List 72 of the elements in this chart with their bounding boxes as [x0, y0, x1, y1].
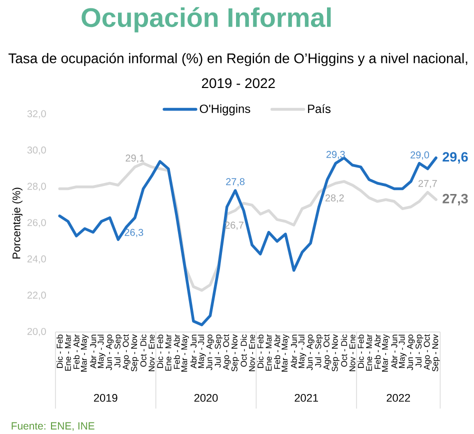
y-tick-label: 26,0	[27, 218, 46, 228]
x-tick-label: Oct - Dic	[140, 334, 146, 366]
x-tick-label: Jun - Ago	[206, 334, 214, 370]
text: 2020	[194, 394, 218, 402]
x-tick-label: Ene - Mar	[65, 334, 71, 370]
data-label: 28,2	[325, 194, 344, 202]
x-tick-label: Jul - Sep	[114, 334, 122, 368]
y-tick-label: 30,0	[27, 146, 46, 155]
x-tick-label: Abr - Jun	[290, 334, 297, 368]
x-tick-label: Ene - Mar	[366, 334, 372, 370]
x-tick-label: Ene - Mar	[165, 334, 172, 370]
x-tick-label: Dic - Feb	[257, 334, 264, 368]
legend-label: O'Higgins	[200, 104, 250, 116]
y-axis-title: Porcentaje (%)	[12, 188, 22, 258]
data-label: 29,6	[442, 152, 468, 164]
y-tick-label: 22,0	[27, 291, 46, 300]
x-tick-label: Ene - Mar	[266, 334, 272, 370]
data-label: 27,8	[226, 178, 245, 186]
source-note: Fuente: ENE, INE	[12, 422, 94, 431]
chart-subtitle: Tasa de ocupación informal (%) en Región de O’Higgins y a nivel nacional, 2019 - 2022	[8, 52, 468, 88]
x-tick-label: Ago - Oct	[323, 334, 332, 370]
x-tick-label: Jul - Sep	[214, 334, 222, 368]
x-tick-label: Ago - Oct	[122, 334, 130, 370]
legend-label: País	[308, 104, 331, 113]
x-tick-label: Sep - Nov	[432, 334, 440, 372]
x-tick-label: Abr - Jun	[391, 334, 398, 368]
x-tick-label: Abr - Jun	[90, 334, 96, 368]
x-tick-label: Sep - Nov	[231, 334, 240, 372]
chart-title: Ocupación Informal	[82, 6, 331, 32]
text: 2019	[94, 394, 118, 402]
x-tick-label: Dic - Feb	[358, 334, 364, 368]
x-tick-label: May - Jul	[198, 334, 206, 368]
text: 2021	[294, 394, 318, 402]
data-label: 29,3	[326, 150, 345, 159]
data-label: 29,0	[410, 151, 430, 160]
x-tick-label: May - Jul	[398, 334, 406, 368]
x-tick-label: Nov - Ene	[249, 334, 255, 371]
x-tick-label: Jun - Ago	[106, 334, 114, 370]
y-tick-label: 28,0	[27, 182, 46, 191]
x-tick-label: Ago - Oct	[223, 334, 231, 370]
x-tick-label: Mar - May	[282, 334, 290, 372]
data-label: 27,3	[442, 194, 468, 206]
x-tick-label: Jul - Sep	[314, 334, 323, 368]
x-tick-label: Nov - Ene	[349, 334, 356, 371]
x-tick-label: Mar - May	[382, 334, 390, 372]
x-tick-label: Dic - Feb	[56, 334, 63, 368]
data-label: 29,1	[126, 154, 144, 163]
x-tick-label: Dic - Feb	[156, 334, 164, 368]
x-tick-label: Feb - Abr	[374, 334, 381, 369]
x-tick-label: Jul - Sep	[415, 334, 424, 368]
data-label: 26,3	[124, 228, 144, 237]
x-tick-label: Feb - Abr	[174, 334, 180, 369]
x-tick-label: Sep - Nov	[131, 334, 139, 372]
x-tick-label: Feb - Abr	[73, 334, 80, 369]
x-tick-label: Oct - Dic	[240, 334, 247, 366]
data-label: 27,7	[418, 180, 437, 188]
y-tick-label: 20,0	[27, 328, 46, 336]
y-tick-label: 24,0	[27, 255, 46, 264]
text: 2022	[386, 394, 410, 402]
x-tick-label: May - Jul	[298, 334, 306, 368]
x-tick-label: Oct - Dic	[340, 334, 348, 366]
x-tick-label: Nov - Ene	[148, 334, 155, 371]
x-tick-label: Sep - Nov	[332, 334, 340, 372]
x-tick-label: Ago - Oct	[424, 334, 432, 370]
x-tick-label: Feb - Abr	[274, 334, 280, 369]
x-tick-label: Mar - May	[181, 334, 189, 372]
x-tick-label: Mar - May	[80, 334, 89, 372]
y-tick-label: 32,0	[27, 110, 46, 118]
x-tick-label: May - Jul	[98, 334, 106, 368]
x-tick-label: Jun - Ago	[306, 334, 314, 370]
x-tick-label: Abr - Jun	[190, 334, 197, 368]
x-tick-label: Jun - Ago	[407, 334, 415, 370]
